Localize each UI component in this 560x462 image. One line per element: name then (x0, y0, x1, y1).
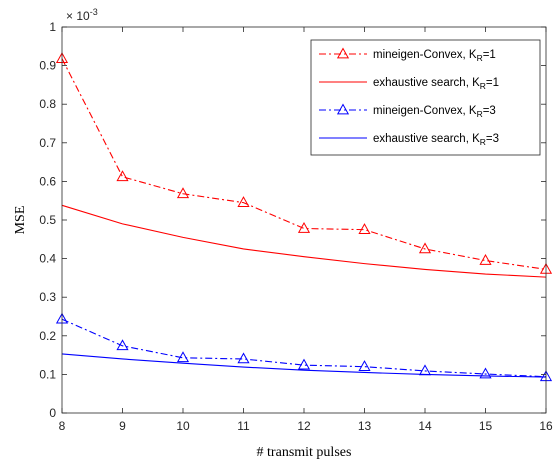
legend-label-1-tail: =1 (483, 49, 496, 61)
legend-label-2: exhaustive search, KR=1 (373, 77, 499, 91)
series-3-marker-6 (358, 360, 371, 372)
y-multiplier-base: × 10 (66, 9, 90, 23)
legend-marker-1 (336, 47, 350, 59)
series-1-marker-7 (418, 242, 432, 254)
legend-label-4-main: exhaustive search, K (373, 133, 480, 145)
x-tick-label-15: 15 (479, 419, 493, 433)
y-axis-label: MSE (13, 206, 28, 235)
x-axis-label: # transmit pulses (257, 445, 352, 460)
legend-label-1-sub: R (477, 53, 483, 63)
axes-layer: 8 9 10 11 12 13 14 15 16 0 0.1 0.2 0.3 0.4 0.5 0.6 0.7 0.… (39, 20, 553, 433)
x-tick-label-9: 9 (119, 419, 126, 433)
series-3-marker-8 (479, 367, 492, 379)
legend-box (310, 39, 541, 156)
y-tick-label-0.6: 0.6 (39, 174, 56, 188)
series-line-1 (61, 58, 547, 270)
y-tick-label-0.5: 0.5 (39, 213, 56, 227)
y-tick-label-0.4: 0.4 (39, 252, 56, 266)
legend-label-4-sub: R (480, 137, 486, 147)
series-1-marker-8 (479, 254, 492, 265)
x-tick-label-10: 10 (176, 419, 190, 433)
legend-label-1: mineigen-Convex, KR=1 (373, 49, 496, 63)
series-1-marker-4 (237, 196, 250, 207)
legend-label-3-main: mineigen-Convex, K (373, 105, 477, 117)
legend-label-3-tail: =3 (483, 105, 496, 117)
y-tick-label-0.9: 0.9 (39, 59, 56, 73)
y-tick-label-0.7: 0.7 (39, 136, 56, 150)
series-layer (55, 52, 553, 382)
y-tick-label-0: 0 (49, 406, 56, 420)
x-tick-label-13: 13 (358, 419, 372, 433)
series-1-marker-3 (176, 187, 190, 199)
y-multiplier: × 10-3 (66, 7, 98, 23)
legend-marker-3 (336, 103, 350, 115)
x-tick-label-12: 12 (297, 419, 311, 433)
series-line-4 (61, 353, 547, 378)
series-1-marker-2 (116, 170, 129, 182)
legend-label-3: mineigen-Convex, KR=3 (373, 105, 496, 119)
legend-label-2-tail: =1 (486, 77, 499, 89)
legend-label-4-tail: =3 (486, 133, 499, 145)
y-multiplier-exponent: -3 (90, 7, 98, 17)
y-tick-label-1: 1 (49, 20, 56, 34)
y-tick-label-0.3: 0.3 (39, 290, 56, 304)
legend-label-4: exhaustive search, KR=3 (373, 133, 499, 147)
series-3-marker-2 (116, 339, 129, 351)
x-tick-label-11: 11 (237, 419, 250, 433)
legend-label-2-sub: R (480, 81, 486, 91)
y-tick-label-0.2: 0.2 (39, 329, 56, 343)
series-3-marker-5 (297, 358, 311, 370)
series-3-marker-4 (237, 352, 250, 364)
x-tick-label-14: 14 (418, 419, 432, 433)
series-3-marker-3 (176, 351, 190, 363)
x-tick-label-8: 8 (59, 419, 66, 433)
series-line-3 (61, 318, 547, 378)
legend-label-1-main: mineigen-Convex, K (373, 49, 477, 61)
series-1-marker-5 (297, 221, 311, 233)
legend-label-2-main: exhaustive search, K (373, 77, 480, 89)
series-line-2 (61, 204, 547, 278)
series-1-marker-6 (358, 223, 371, 234)
legend-label-3-sub: R (477, 109, 483, 119)
y-tick-label-0.1: 0.1 (39, 367, 56, 381)
x-tick-label-16: 16 (539, 419, 553, 433)
y-tick-label-0.8: 0.8 (39, 97, 56, 111)
